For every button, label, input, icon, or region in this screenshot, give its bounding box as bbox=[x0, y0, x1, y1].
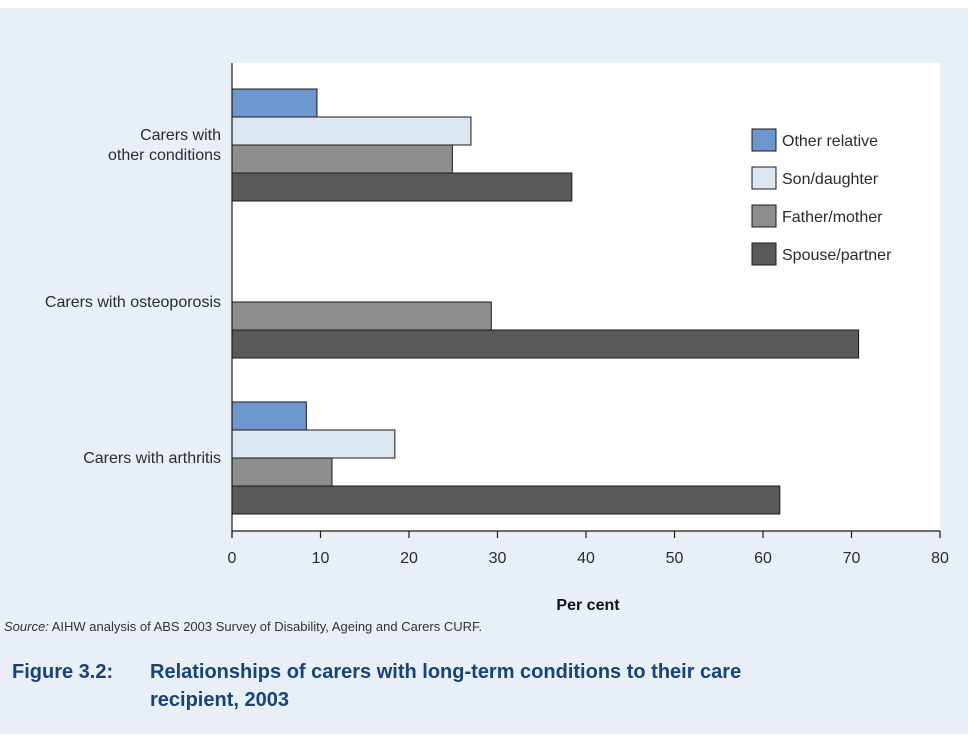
legend-label-spouse-partner: Spouse/partner bbox=[782, 247, 892, 264]
legend-label-father-mother: Father/mother bbox=[782, 209, 883, 226]
category-label-0: Carers with other conditions bbox=[108, 127, 221, 164]
source-label: Source: bbox=[4, 619, 49, 634]
legend-swatch-other-relative bbox=[751, 128, 777, 152]
category-label-2: Carers with arthritis bbox=[83, 450, 221, 467]
x-tick-label-0: 0 bbox=[228, 550, 237, 567]
x-tick-label-10: 10 bbox=[312, 550, 330, 567]
x-tick-label-30: 30 bbox=[489, 550, 507, 567]
legend-label-son-daughter: Son/daughter bbox=[782, 171, 879, 188]
caption-line-2: recipient, 2003 bbox=[150, 689, 289, 711]
bar-father-mother-2 bbox=[231, 457, 333, 487]
bar-spouse-partner-0 bbox=[231, 172, 573, 202]
figure-panel: Carers with other conditions Carers with o… bbox=[0, 8, 968, 734]
x-tick-label-50: 50 bbox=[666, 550, 684, 567]
bar-chart: Carers with other conditions Carers with o… bbox=[45, 63, 949, 614]
x-tick-label-70: 70 bbox=[843, 550, 861, 567]
bar-son-daughter-2 bbox=[231, 429, 396, 459]
legend: Other relative Son/daughter Father/mother S… bbox=[751, 128, 892, 266]
bar-father-mother-0 bbox=[231, 144, 453, 174]
legend-swatch-father-mother bbox=[751, 204, 777, 228]
category-label-1: Carers with osteoporosis bbox=[45, 294, 221, 311]
x-tick-label-80: 80 bbox=[931, 550, 949, 567]
category-labels: Carers with other conditions Carers with o… bbox=[45, 127, 221, 467]
x-tick-label-40: 40 bbox=[577, 550, 595, 567]
legend-swatch-son-daughter bbox=[751, 166, 777, 190]
bar-son-daughter-0 bbox=[231, 116, 472, 146]
x-axis-title: Per cent bbox=[556, 597, 620, 614]
legend-label-other-relative: Other relative bbox=[782, 133, 878, 150]
x-axis: 0 10 20 30 40 50 60 70 80 bbox=[228, 63, 949, 567]
figure-caption: Figure 3.2: Relationships of carers with … bbox=[12, 658, 741, 714]
source-note: Source: AIHW analysis of ABS 2003 Survey… bbox=[4, 619, 482, 634]
bars-group bbox=[231, 88, 860, 515]
x-tick-label-20: 20 bbox=[400, 550, 418, 567]
figure-number: Figure 3.2: bbox=[12, 661, 114, 683]
legend-swatch-spouse-partner bbox=[751, 242, 777, 266]
bar-spouse-partner-2 bbox=[231, 485, 781, 515]
bar-other-relative-2 bbox=[231, 401, 307, 431]
source-text: AIHW analysis of ABS 2003 Survey of Disa… bbox=[48, 619, 483, 634]
x-tick-label-60: 60 bbox=[754, 550, 772, 567]
bar-father-mother-1 bbox=[231, 301, 492, 331]
bar-other-relative-0 bbox=[231, 88, 318, 118]
caption-line-1: Relationships of carers with long-term c… bbox=[150, 661, 742, 683]
bar-spouse-partner-1 bbox=[231, 329, 860, 359]
